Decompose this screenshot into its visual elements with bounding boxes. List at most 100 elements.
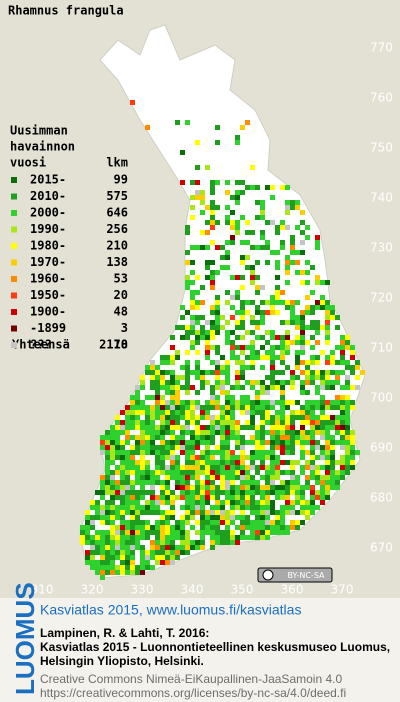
cell: [225, 430, 230, 435]
cell: [190, 345, 195, 350]
cell: [115, 505, 120, 510]
cell: [240, 475, 245, 480]
cell: [110, 445, 115, 450]
cell: [95, 560, 100, 565]
cell: [130, 545, 135, 550]
cell: [190, 340, 195, 345]
cell: [145, 500, 150, 505]
cell: [240, 325, 245, 330]
cell: [190, 540, 195, 545]
cell: [285, 225, 290, 230]
cell: [110, 515, 115, 520]
cell: [290, 200, 295, 205]
cell: [95, 490, 100, 495]
cell: [310, 460, 315, 465]
cell: [150, 510, 155, 515]
cell: [145, 475, 150, 480]
cell: [175, 445, 180, 450]
cell: [335, 380, 340, 385]
cell: [335, 425, 340, 430]
site-link[interactable]: Kasviatlas 2015, www.luomus.fi/kasviatla…: [40, 602, 301, 618]
cell: [180, 315, 185, 320]
cell: [290, 525, 295, 530]
legend-count: 99: [114, 173, 128, 187]
cell: [230, 295, 235, 300]
cell: [225, 255, 230, 260]
cell: [155, 415, 160, 420]
cell: [190, 260, 195, 265]
cell: [350, 430, 355, 435]
cell: [110, 430, 115, 435]
cell: [270, 400, 275, 405]
cell: [185, 410, 190, 415]
cell: [160, 405, 165, 410]
cell: [105, 565, 110, 570]
cell: [345, 375, 350, 380]
cell: [215, 370, 220, 375]
cell: [155, 475, 160, 480]
cell: [210, 260, 215, 265]
cell: [145, 450, 150, 455]
license-url[interactable]: https://creativecommons.org/licenses/by-…: [40, 686, 346, 700]
cell: [90, 550, 95, 555]
cell: [305, 515, 310, 520]
cell: [295, 355, 300, 360]
cell: [200, 470, 205, 475]
cell: [255, 410, 260, 415]
cell: [165, 360, 170, 365]
cell: [230, 460, 235, 465]
cell: [175, 395, 180, 400]
cell: [125, 440, 130, 445]
cell: [285, 430, 290, 435]
cell: [330, 380, 335, 385]
cell: [240, 515, 245, 520]
cell: [210, 510, 215, 515]
cell: [160, 510, 165, 515]
cell: [105, 540, 110, 545]
cell: [220, 365, 225, 370]
cell: [275, 440, 280, 445]
cell: [260, 210, 265, 215]
cell: [135, 570, 140, 575]
cell: [140, 385, 145, 390]
cell: [210, 520, 215, 525]
cell: [265, 470, 270, 475]
legend: Uusimman havainnon vuosi lkm Yhteensä 21…: [10, 124, 128, 352]
cell: [120, 410, 125, 415]
cell: [155, 365, 160, 370]
cell: [125, 525, 130, 530]
cell: [305, 460, 310, 465]
cell: [225, 515, 230, 520]
cell: [205, 450, 210, 455]
cell: [185, 480, 190, 485]
cell: [155, 520, 160, 525]
cell: [315, 440, 320, 445]
cell: [140, 505, 145, 510]
cell: [205, 500, 210, 505]
cell: [200, 285, 205, 290]
cell: [170, 355, 175, 360]
cell: [325, 485, 330, 490]
cell: [140, 495, 145, 500]
cell: [300, 425, 305, 430]
cell: [215, 500, 220, 505]
cell: [190, 400, 195, 405]
cell: [345, 445, 350, 450]
cell: [85, 530, 90, 535]
cell: [225, 480, 230, 485]
cell: [160, 375, 165, 380]
cell: [270, 440, 275, 445]
cell: [200, 415, 205, 420]
cell: [100, 450, 105, 455]
cell: [145, 415, 150, 420]
cell: [275, 485, 280, 490]
cell: [155, 555, 160, 560]
cell: [185, 370, 190, 375]
cell: [225, 500, 230, 505]
cell: [220, 485, 225, 490]
cell: [215, 360, 220, 365]
cell: [295, 300, 300, 305]
cell: [270, 435, 275, 440]
cell: [130, 455, 135, 460]
cell: [305, 375, 310, 380]
